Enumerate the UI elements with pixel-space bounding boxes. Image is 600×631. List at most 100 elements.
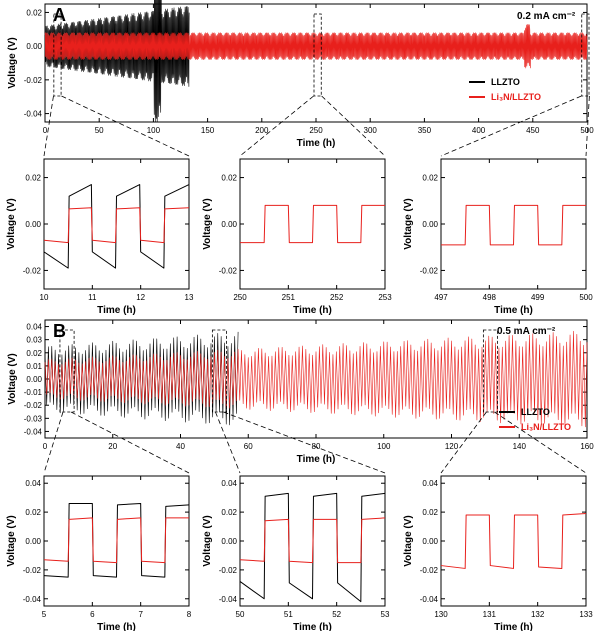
y-tick-label: 0.00 xyxy=(422,537,438,546)
A-zoom-2-xlabel: Time (h) xyxy=(293,305,332,316)
x-tick-label: 53 xyxy=(381,610,390,619)
x-tick-label: 52 xyxy=(332,610,341,619)
y-tick-label: -0.02 xyxy=(23,266,42,275)
x-tick-label: 250 xyxy=(233,293,247,302)
x-tick-label: 450 xyxy=(526,126,540,135)
x-tick-label: 13 xyxy=(185,293,194,302)
x-tick-label: 0 xyxy=(43,126,48,135)
y-tick-label: 0.00 xyxy=(26,42,42,51)
B-zoom-1-xlabel: Time (h) xyxy=(97,622,136,631)
x-tick-label: 12 xyxy=(136,293,145,302)
B-main-xlabel: Time (h) xyxy=(297,454,336,465)
x-tick-label: 133 xyxy=(579,610,593,619)
x-tick-label: 499 xyxy=(531,293,545,302)
y-tick-label: 0.02 xyxy=(221,508,237,517)
y-tick-label: -0.04 xyxy=(24,110,43,119)
x-tick-label: 120 xyxy=(445,442,459,451)
zoom-connector xyxy=(321,95,386,157)
B-zoom-2-axes: 50 51 52 53 -0.04 -0.02 0.00 0.02 0.04 Time (h) Vo… xyxy=(202,475,390,631)
x-tick-label: 150 xyxy=(201,126,215,135)
y-tick-label: 0.00 xyxy=(221,220,237,229)
legend-entry: Li₃N/LLZTO xyxy=(491,92,541,102)
zoom-window-3 xyxy=(482,329,498,413)
y-tick-label: 0.04 xyxy=(221,479,237,488)
x-tick-label: 11 xyxy=(88,293,97,302)
B-zoom-2-ylabel: Voltage (V) xyxy=(202,515,213,566)
A-zoom-2-ylabel: Voltage (V) xyxy=(202,198,213,249)
B-main-frame xyxy=(44,319,588,439)
zoom-connector xyxy=(440,95,582,157)
x-tick-label: 132 xyxy=(531,610,545,619)
A-zoom-1-series-llzto xyxy=(43,184,190,269)
legend-entry: LLZTO xyxy=(521,407,550,417)
A-zoom-1-xlabel: Time (h) xyxy=(97,305,136,316)
x-tick-label: 100 xyxy=(147,126,161,135)
y-tick-label: 0.04 xyxy=(25,479,41,488)
B-zoom-1-axes: 5 6 7 8 -0.04 -0.02 0.00 0.02 0.04 Time (h) Voltag… xyxy=(6,475,192,631)
B-zoom-3-xlabel: Time (h) xyxy=(494,622,533,631)
y-tick-label: -0.03 xyxy=(24,414,43,423)
A-main-axes: 0 50 100 150 200 250 300 350 400 450 500-0.04-0.02… xyxy=(7,0,594,157)
x-tick-label: 8 xyxy=(187,610,192,619)
x-tick-label: 20 xyxy=(108,442,117,451)
x-tick-label: 10 xyxy=(40,293,49,302)
x-tick-label: 5 xyxy=(42,610,47,619)
A-main-xlabel: Time (h) xyxy=(297,138,336,149)
y-tick-label: 0.00 xyxy=(25,537,41,546)
zoom-connector xyxy=(223,411,386,474)
x-tick-label: 80 xyxy=(312,442,321,451)
y-tick-label: 0.02 xyxy=(422,174,438,183)
B-zoom-2-xlabel: Time (h) xyxy=(293,622,332,631)
zoom-window-3 xyxy=(581,13,590,97)
legend-entry: Li₃N/LLZTO xyxy=(521,422,571,432)
x-tick-label: 497 xyxy=(434,293,448,302)
B-main-axes: 0 20 40 60 80 100 120 140 160 -0.04 -0.03 -0.02 -0.0… xyxy=(7,319,594,474)
A-zoom-3-axes: 497 498 499 500 -0.02 0.00 0.02 Time (h) Voltage… xyxy=(403,158,593,316)
y-tick-label: 0.02 xyxy=(25,174,41,183)
B-zoom-1-series-llzto xyxy=(43,502,190,578)
zoom-connector xyxy=(440,411,487,474)
y-tick-label: 0.02 xyxy=(26,8,42,17)
A-zoom-1-series-linllzto xyxy=(43,207,190,244)
y-tick-label: 0.00 xyxy=(26,375,42,384)
y-tick-label: 0.03 xyxy=(26,336,42,345)
B-zoom-3-ylabel: Voltage (V) xyxy=(403,515,414,566)
y-tick-label: 0.04 xyxy=(422,479,438,488)
x-tick-label: 350 xyxy=(418,126,432,135)
A-zoom-3-series-linllzto xyxy=(441,204,586,246)
y-tick-label: 0.02 xyxy=(26,349,42,358)
x-tick-label: 160 xyxy=(580,442,594,451)
zoom-window-2 xyxy=(211,329,227,413)
x-tick-label: 100 xyxy=(377,442,391,451)
x-tick-label: 200 xyxy=(255,126,269,135)
y-tick-label: -0.02 xyxy=(219,266,238,275)
y-tick-label: -0.02 xyxy=(420,566,439,575)
B-zoom-3-series-linllzto xyxy=(440,513,587,569)
y-tick-label: 0.00 xyxy=(422,220,438,229)
A-main-ylabel: Voltage (V) xyxy=(7,37,18,88)
B-zoom-2-series-linllzto xyxy=(239,517,386,564)
x-tick-label: 498 xyxy=(483,293,497,302)
A-zoom-2-axes: 250 251 252 253 -0.02 0.00 0.02 Time (h) Voltage… xyxy=(202,158,392,316)
y-tick-label: 0.02 xyxy=(25,508,41,517)
B-main-ylabel: Voltage (V) xyxy=(7,353,18,404)
x-tick-label: 0 xyxy=(43,442,48,451)
panel-label-b: B xyxy=(53,321,66,341)
x-tick-label: 131 xyxy=(483,610,497,619)
A-zoom-3-ylabel: Voltage (V) xyxy=(403,198,414,249)
y-tick-label: 0.02 xyxy=(422,508,438,517)
x-tick-label: 251 xyxy=(282,293,296,302)
y-tick-label: 0.02 xyxy=(221,174,237,183)
zoom-connector xyxy=(43,95,54,157)
B-zoom-1-ylabel: Voltage (V) xyxy=(6,515,17,566)
zoom-connector xyxy=(70,411,190,474)
x-tick-label: 252 xyxy=(330,293,344,302)
y-tick-label: -0.01 xyxy=(24,388,43,397)
A-zoom-3-frame xyxy=(440,158,587,290)
zoom-connector xyxy=(43,411,64,474)
x-tick-label: 40 xyxy=(176,442,185,451)
zoom-window-1 xyxy=(53,13,62,97)
A-zoom-1-ylabel: Voltage (V) xyxy=(6,198,17,249)
y-tick-label: -0.04 xyxy=(23,595,42,604)
